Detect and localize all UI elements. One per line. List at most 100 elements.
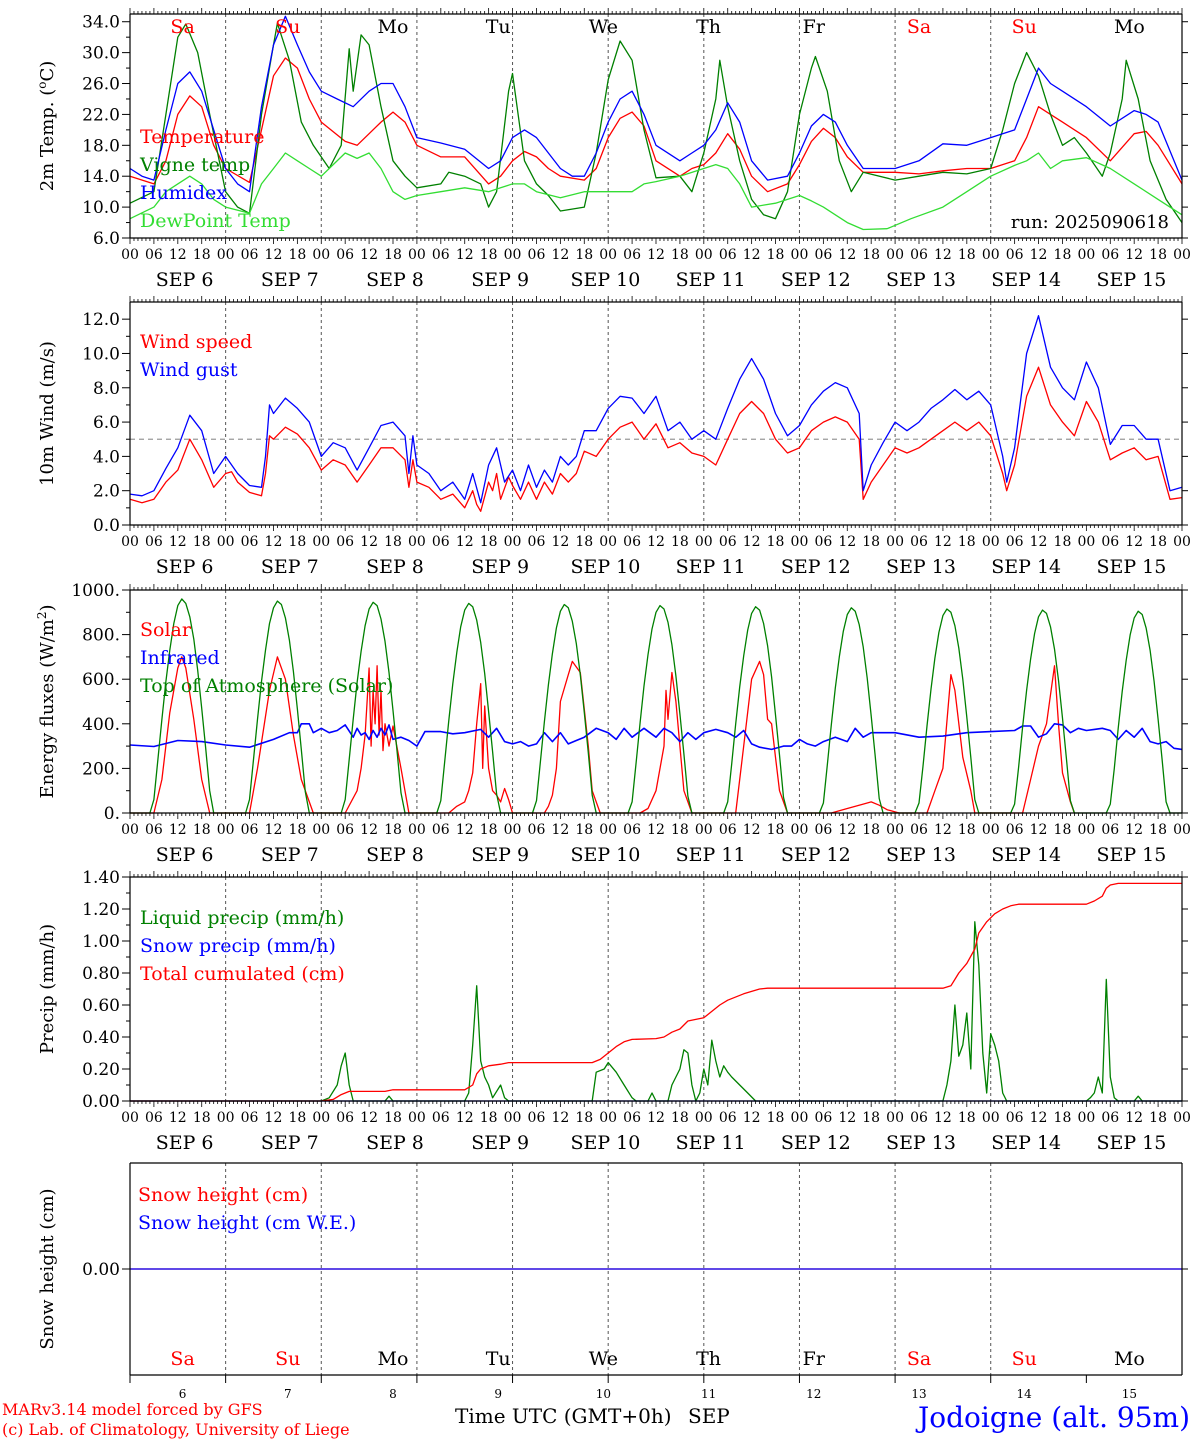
x-hour-label: 06: [528, 822, 546, 838]
x-date-label: SEP 10: [570, 556, 640, 578]
x-hour-label: 18: [1054, 534, 1072, 550]
x-hour-label: 00: [408, 534, 426, 550]
x-hour-label: 12: [743, 1110, 761, 1126]
x-axis-month: SEP: [688, 1404, 730, 1428]
y-tick-label: 1.40: [82, 868, 120, 888]
x-hour-label: 00: [599, 1110, 617, 1126]
day-of-week-label: Sa: [170, 1348, 194, 1370]
x-hour-label: 18: [671, 822, 689, 838]
x-hour-label: 12: [360, 247, 378, 263]
x-date-label: SEP 14: [991, 1132, 1061, 1154]
x-hour-label: 12: [1030, 247, 1048, 263]
x-date-label: SEP 6: [156, 556, 214, 578]
x-hour-label: 18: [288, 822, 306, 838]
day-of-week-label: Sa: [907, 16, 931, 38]
x-hour-label: 00: [982, 822, 1000, 838]
x-hour-label: 00: [312, 247, 330, 263]
wind-series-wind-speed: [129, 366, 1183, 512]
x-hour-label: 06: [1101, 247, 1119, 263]
x-hour-label: 00: [791, 1110, 809, 1126]
x-hour-label: 18: [862, 1110, 880, 1126]
x-hour-label: 12: [838, 247, 856, 263]
x-hour-label: 06: [241, 1110, 259, 1126]
x-date-label: SEP 7: [261, 269, 319, 291]
x-hour-label: 12: [360, 534, 378, 550]
y-tick-label: 0.80: [82, 964, 120, 984]
x-hour-label: 00: [121, 534, 139, 550]
x-hour-label: 18: [1054, 1110, 1072, 1126]
x-hour-label: 12: [169, 534, 187, 550]
x-hour-label: 00: [504, 247, 522, 263]
x-hour-label: 18: [767, 534, 785, 550]
wind-series-wind-gust: [129, 315, 1183, 504]
temp-series-temperature: [129, 57, 1183, 193]
x-hour-label: 12: [743, 822, 761, 838]
day-number-label: 13: [911, 1387, 926, 1401]
day-of-week-label: Su: [275, 1348, 300, 1370]
y-tick-label: 30.0: [82, 44, 120, 64]
x-hour-label: 12: [169, 1110, 187, 1126]
x-date-label: SEP 10: [570, 269, 640, 291]
x-date-label: SEP 12: [781, 1132, 851, 1154]
y-tick-label: 22.0: [82, 105, 120, 125]
x-hour-label: 00: [312, 822, 330, 838]
x-hour-label: 00: [982, 534, 1000, 550]
x-hour-label: 06: [910, 534, 928, 550]
x-hour-label: 00: [695, 534, 713, 550]
location-label: Jodoigne (alt. 95m): [915, 1401, 1190, 1434]
energy-series-top-of-atmosphere-solar: [130, 598, 1182, 814]
day-of-week-label: Mo: [1114, 1348, 1145, 1370]
x-hour-label: 18: [480, 534, 498, 550]
x-hour-label: 06: [719, 247, 737, 263]
x-hour-label: 06: [1006, 1110, 1024, 1126]
x-hour-label: 18: [193, 1110, 211, 1126]
x-hour-label: 00: [1173, 534, 1191, 550]
x-date-label: SEP 8: [366, 844, 424, 866]
day-number-label: 15: [1122, 1387, 1137, 1401]
x-hour-label: 18: [193, 822, 211, 838]
day-of-week-label: Tu: [486, 16, 511, 38]
x-hour-label: 18: [767, 822, 785, 838]
x-hour-label: 00: [217, 1110, 235, 1126]
x-date-label: SEP 8: [366, 1132, 424, 1154]
x-hour-label: 12: [1030, 1110, 1048, 1126]
x-hour-label: 06: [145, 1110, 163, 1126]
y-tick-label: 12.0: [82, 310, 120, 330]
x-hour-label: 00: [312, 1110, 330, 1126]
x-hour-label: 00: [217, 247, 235, 263]
x-hour-label: 12: [169, 247, 187, 263]
y-tick-label: 600.: [82, 670, 120, 690]
y-axis-label: Snow height (cm): [37, 1188, 58, 1349]
x-hour-label: 18: [384, 1110, 402, 1126]
x-hour-label: 12: [934, 247, 952, 263]
x-hour-label: 18: [767, 1110, 785, 1126]
x-date-label: SEP 15: [1096, 1132, 1166, 1154]
x-hour-label: 18: [1149, 247, 1167, 263]
x-date-label: SEP 8: [366, 269, 424, 291]
legend-entry: Total cumulated (cm): [140, 963, 345, 985]
x-hour-label: 00: [1173, 822, 1191, 838]
x-hour-label: 12: [456, 1110, 474, 1126]
x-hour-label: 06: [814, 534, 832, 550]
legend-entry: Liquid precip (mm/h): [140, 907, 344, 929]
day-number-label: 14: [1017, 1387, 1033, 1401]
x-hour-label: 06: [623, 822, 641, 838]
x-hour-label: 12: [647, 247, 665, 263]
legend-entry: Temperature: [140, 126, 264, 148]
y-axis-label: 10m Wind (m/s): [37, 341, 58, 486]
x-hour-label: 00: [1077, 1110, 1095, 1126]
y-tick-label: 10.0: [82, 344, 120, 364]
legend-entry: Solar: [140, 619, 192, 641]
x-hour-label: 18: [575, 534, 593, 550]
x-date-label: SEP 8: [366, 556, 424, 578]
x-hour-label: 12: [1125, 247, 1143, 263]
precip-series-liquid-precip-mm-h: [130, 921, 1182, 1102]
x-hour-label: 18: [1054, 822, 1072, 838]
day-of-week-label: Th: [696, 1348, 721, 1370]
day-of-week-label: Sa: [170, 16, 194, 38]
x-hour-label: 00: [1173, 247, 1191, 263]
day-number-label: 9: [494, 1387, 502, 1401]
y-tick-label: 1.20: [82, 900, 120, 920]
x-hour-label: 12: [360, 1110, 378, 1126]
y-tick-label: 0.00: [82, 1092, 120, 1112]
